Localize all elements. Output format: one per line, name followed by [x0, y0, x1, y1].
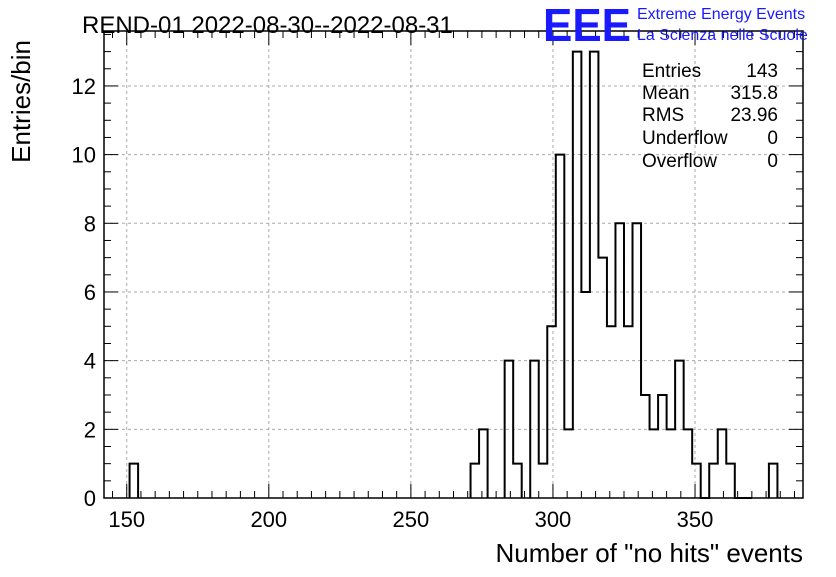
y-tick-label: 2 [84, 417, 96, 442]
logo-line-1: Extreme Energy Events [637, 6, 805, 23]
x-axis-label: Number of "no hits" events [496, 538, 804, 568]
x-axis-ticks: 150 200 250 300 350 [108, 31, 795, 532]
x-tick-label: 150 [108, 507, 145, 532]
stat-label: RMS [642, 105, 684, 126]
stat-label: Mean [642, 83, 690, 104]
stat-label: Entries [642, 61, 701, 82]
y-tick-label: 0 [84, 486, 96, 511]
stat-label: Overflow [642, 151, 717, 172]
logo-line-2: La Scienza nelle Scuole [637, 27, 808, 44]
stat-value: 315.8 [730, 83, 778, 104]
histogram-outline [128, 50, 779, 499]
grid-lines [104, 31, 803, 498]
x-tick-label: 300 [535, 507, 572, 532]
stat-value: 0 [767, 151, 778, 172]
x-tick-label: 350 [677, 507, 714, 532]
y-axis-label: Entries/bin [6, 40, 36, 163]
x-tick-label: 200 [250, 507, 287, 532]
y-tick-label: 6 [84, 280, 96, 305]
stat-value: 0 [767, 128, 778, 149]
stats-box: Entries 143 Mean 315.8 RMS 23.96 Underfl… [642, 61, 778, 172]
stat-value: 143 [746, 61, 778, 82]
stat-label: Underflow [642, 128, 728, 149]
plot-frame [103, 30, 804, 499]
chart-title: REND-01 2022-08-30--2022-08-31 [82, 12, 453, 39]
logo-mark: EEE [543, 0, 631, 51]
x-tick-label: 250 [393, 507, 430, 532]
y-tick-label: 10 [72, 143, 96, 168]
y-tick-label: 12 [72, 74, 96, 99]
y-tick-label: 8 [84, 211, 96, 236]
stat-value: 23.96 [730, 105, 778, 126]
y-tick-label: 4 [84, 349, 96, 374]
